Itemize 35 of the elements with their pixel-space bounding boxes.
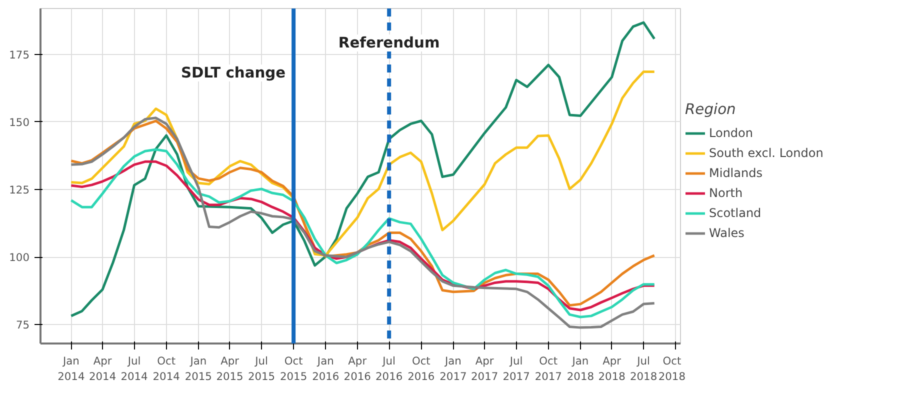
- x-tick-label: Apr 2016: [344, 354, 372, 384]
- x-tick-label: Jan 2017: [440, 354, 467, 384]
- x-tick-label: Jan 2018: [566, 354, 594, 384]
- y-tick-label: 150: [9, 116, 30, 129]
- x-tick-label: Oct 2018: [658, 354, 686, 384]
- ref-line-label: Referendum: [338, 34, 440, 52]
- legend-label: North: [709, 186, 743, 200]
- x-tick-label: Oct 2016: [408, 354, 435, 384]
- x-tick-label: Apr 2014: [88, 354, 116, 384]
- ref-line-label: SDLT change: [180, 64, 286, 82]
- x-tick-label: Jan 2014: [58, 354, 85, 384]
- y-tick-label: 175: [9, 48, 30, 62]
- legend-label: South excl. London: [709, 146, 824, 160]
- legend-label: Wales: [709, 226, 744, 240]
- y-tick-label: 75: [16, 318, 30, 332]
- x-tick-label: Apr 2017: [471, 354, 498, 384]
- x-tick-label: Oct 2014: [152, 354, 180, 384]
- legend-label: London: [709, 126, 753, 140]
- x-tick-label: Jul 2018: [630, 354, 658, 384]
- x-tick-label: Jul 2014: [120, 354, 148, 384]
- x-tick-label: Oct 2015: [280, 354, 308, 384]
- legend-label: Midlands: [709, 166, 762, 180]
- y-tick-label: 100: [9, 251, 30, 264]
- x-tick-label: Apr 2015: [216, 354, 244, 384]
- legend-title: Region: [685, 101, 737, 118]
- x-tick-label: Jul 2017: [502, 354, 530, 384]
- legend-label: Scotland: [709, 206, 762, 220]
- x-tick-label: Oct 2017: [534, 354, 562, 384]
- x-tick-label: Jul 2016: [376, 354, 403, 384]
- x-tick-label: Jan 2016: [312, 354, 340, 384]
- x-tick-label: Jan 2015: [184, 354, 212, 384]
- x-tick-label: Jul 2015: [248, 354, 276, 384]
- x-tick-label: Apr 2018: [598, 354, 626, 384]
- y-tick-label: 125: [9, 184, 30, 197]
- line-series: [70, 21, 656, 318]
